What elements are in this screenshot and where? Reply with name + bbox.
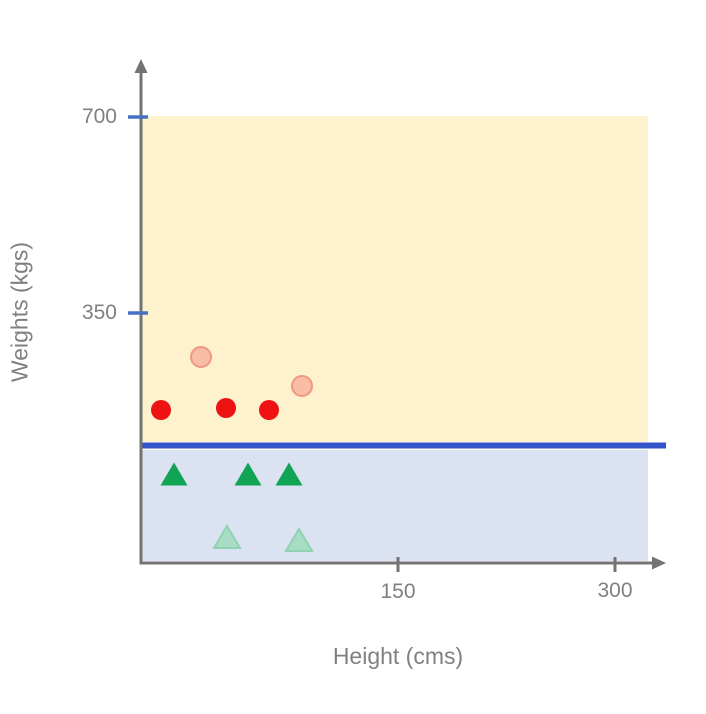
faded-pink-circles-point (291, 375, 313, 397)
x-axis-title: Height (cms) (332, 643, 464, 669)
green-triangles-point (275, 462, 303, 486)
x-tick-label-300: 300 (597, 579, 633, 602)
x-tick-label-150: 150 (380, 580, 416, 603)
y-tick-label-700: 700 (81, 105, 117, 128)
faded-pink-circles-point (190, 346, 212, 368)
y-axis-arrow-icon (134, 59, 148, 73)
red-circles-point (216, 398, 236, 418)
y-axis-title: Weights (kgs) (6, 241, 33, 383)
green-triangles-point (234, 462, 262, 486)
red-circles-point (151, 400, 171, 420)
faded-green-triangles-point (284, 527, 314, 552)
green-triangles-point (160, 462, 188, 486)
x-axis-arrow-icon (652, 556, 666, 570)
upper-class-region (142, 116, 648, 442)
faded-green-triangles-point (212, 524, 242, 549)
decision-boundary-line (140, 442, 666, 449)
y-tick-label-350: 350 (81, 301, 117, 324)
red-circles-point (259, 400, 279, 420)
